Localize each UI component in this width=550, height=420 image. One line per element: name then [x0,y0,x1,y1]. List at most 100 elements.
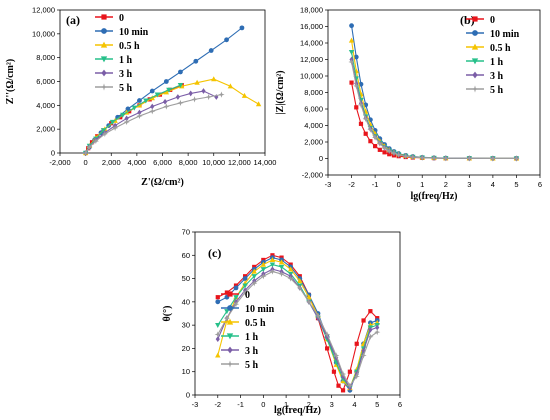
data-point [354,105,359,110]
y-tick-label: 10 [182,367,190,376]
x-axis-label: Z'(Ω/cm²) [141,177,184,188]
data-point [419,154,426,161]
data-point [348,37,355,43]
data-point [205,93,212,101]
data-point [178,69,183,75]
data-point [149,88,155,94]
x-tick-label: 10,000 [202,158,225,167]
data-point [409,153,416,161]
y-tick-label: 0 [51,149,55,158]
data-point [175,94,180,100]
data-point [346,382,353,389]
legend-label: 5 h [245,360,259,371]
data-point [177,99,184,107]
data-point [358,121,364,126]
legend-label: 0 [119,13,124,24]
data-point [223,315,230,322]
panel-label: (a) [66,13,80,27]
legend-marker [471,58,479,65]
data-point [466,155,473,162]
x-tick-label: 4,000 [127,158,146,167]
legend-label: 0.5 h [245,318,266,329]
plot-frame [194,231,401,396]
data-point [224,290,229,295]
y-axis-label: θ(°) [162,306,173,322]
x-tick-label: 4 [491,180,495,189]
x-tick-label: 3 [467,180,471,189]
data-point [123,118,130,126]
y-tick-label: 50 [182,274,190,283]
legend-label: 3 h [245,346,259,357]
data-point [269,268,276,275]
data-point [251,280,258,287]
data-point [358,81,364,87]
series-line [351,51,517,160]
legend-marker [471,85,479,93]
legend-marker [472,16,478,22]
data-point [149,108,156,115]
y-tick-label: 4,000 [36,101,55,110]
x-tick-label: 2,000 [102,158,121,167]
y-tick-label: 12,000 [300,55,323,64]
data-point [489,155,496,162]
x-tick-label: 4 [352,400,356,409]
legend-label: 3 h [490,71,504,82]
data-point [193,58,199,64]
data-point [287,275,294,282]
x-tick-label: -2,000 [49,158,70,167]
data-point [297,278,303,283]
data-point [349,80,354,85]
data-point [233,295,239,301]
data-point [201,88,206,94]
y-tick-label: 2,000 [304,138,323,147]
data-point [375,324,380,331]
data-point [215,295,220,300]
data-point [260,267,267,273]
data-point [348,58,355,66]
data-point [305,298,312,305]
y-tick-label: -2,000 [302,171,323,180]
y-tick-label: 14,000 [300,39,323,48]
legend-marker [100,41,108,48]
x-tick-label: 5 [514,180,518,189]
data-point [215,336,220,343]
data-point [162,98,168,105]
data-point [390,150,398,157]
y-tick-label: 0 [186,391,190,400]
data-point [215,299,221,305]
legend-label: 0 [245,290,250,301]
data-point [374,329,381,336]
data-point [154,92,161,98]
data-point [324,331,331,338]
y-tick-label: 8,000 [304,88,323,97]
series-line [217,264,378,390]
y-tick-label: 2,000 [36,125,55,134]
legend-marker [226,318,234,325]
data-point [191,96,198,103]
data-point [260,261,267,267]
data-point [239,25,245,31]
legend-label: 10 min [245,304,275,315]
legend-marker [227,346,233,354]
data-point [242,289,249,296]
data-point [224,37,229,43]
x-axis-label: lg(freq/Hz) [274,405,321,416]
data-point [232,301,240,308]
series-line [217,271,378,387]
y-tick-label: 40 [182,297,190,306]
series-line [85,94,222,154]
y-tick-label: 8,000 [36,53,55,62]
data-point [368,309,373,314]
data-point [333,352,340,359]
y-tick-label: 60 [182,251,190,260]
chart-panel-2: -3 -2 -1 0 1 2 3 4 5 6 -2,000 0 2,000 4,000 6,000 8,000… [275,6,542,203]
series-line [85,78,259,154]
x-tick-label: 6,000 [153,158,172,167]
legend-marker [101,14,107,20]
data-point [513,155,520,162]
data-point [336,383,341,388]
y-tick-label: 10,000 [300,72,323,81]
legend: 0 10 min 0.5 h 1 h 3 h 5 h [221,290,275,371]
data-point [296,284,303,291]
legend-marker [101,69,107,77]
